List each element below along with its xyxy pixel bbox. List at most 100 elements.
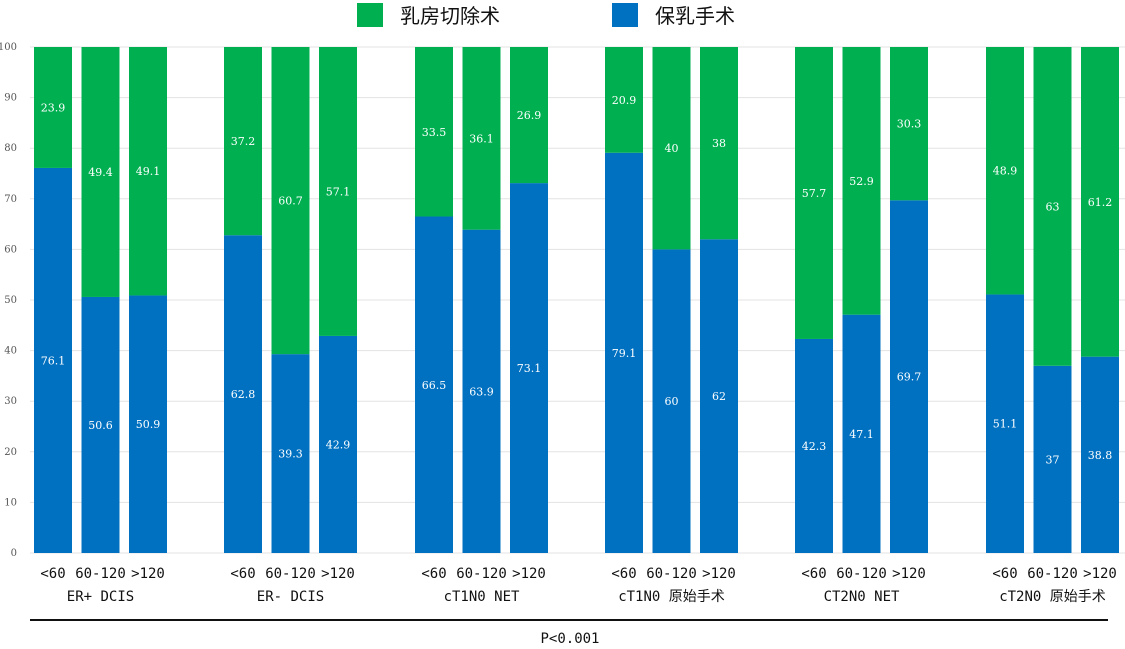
bar-value-label-bcs: 47.1 (849, 428, 874, 441)
y-tick-label: 50 (4, 295, 17, 306)
x-category-label: 60-120 (456, 566, 507, 582)
bar-segment-bcs (795, 338, 833, 553)
x-category-label: >120 (892, 566, 926, 582)
legend-swatch-mastectomy (357, 3, 383, 27)
bar-value-label-bcs: 76.1 (41, 354, 66, 367)
bar-segment-bcs (81, 296, 120, 553)
bar-value-label-mastectomy: 33.5 (422, 126, 447, 139)
bar-segment-mastectomy (1081, 47, 1119, 357)
bar-segment-bcs (1033, 365, 1072, 553)
bar-segment-mastectomy (415, 47, 453, 217)
bar-segment-bcs (271, 354, 310, 553)
legend-swatch-bcs (612, 3, 638, 27)
x-category-label: >120 (512, 566, 546, 582)
bar-segment-mastectomy (224, 47, 262, 236)
legend: 乳房切除术 保乳手术 (357, 3, 735, 28)
bar-value-label-mastectomy: 20.9 (612, 94, 637, 107)
bar-value-label-mastectomy: 30.3 (897, 118, 922, 131)
bar-value-label-bcs: 39.3 (278, 448, 303, 461)
bar-value-label-mastectomy: 57.7 (802, 187, 827, 200)
x-group-label: cT1N0 NET (444, 589, 520, 605)
bar-value-label-bcs: 50.6 (88, 419, 113, 432)
y-tick-label: 40 (4, 346, 17, 357)
bar-segment-mastectomy (605, 47, 643, 153)
x-category-label: 60-120 (265, 566, 316, 582)
bar-value-label-mastectomy: 40 (665, 142, 679, 155)
bar-value-label-mastectomy: 63 (1046, 200, 1060, 213)
bars (34, 47, 1119, 553)
x-category-label: 60-120 (75, 566, 126, 582)
bar-value-label-bcs: 69.7 (897, 371, 922, 384)
bar-value-label-mastectomy: 57.1 (326, 185, 351, 198)
bar-segment-bcs (415, 216, 453, 553)
legend-label-bcs: 保乳手术 (655, 4, 735, 28)
y-axis-ticks: 0 10 20 30 40 50 60 70 80 90 100 (0, 42, 17, 559)
y-tick-label: 80 (4, 143, 17, 154)
bar-value-label-bcs: 42.3 (802, 440, 827, 453)
bar-value-label-bcs: 37 (1046, 453, 1060, 466)
bar-value-label-mastectomy: 38 (712, 137, 726, 150)
bar-value-label-bcs: 42.9 (326, 438, 351, 451)
y-tick-label: 10 (4, 497, 17, 508)
x-category-label: >120 (131, 566, 165, 582)
bar-value-label-mastectomy: 23.9 (41, 101, 66, 114)
bar-value-label-bcs: 62.8 (231, 388, 256, 401)
bar-segment-bcs (986, 294, 1024, 553)
bar-segment-mastectomy (319, 47, 357, 336)
x-group-label: ER+ DCIS (67, 589, 134, 605)
y-tick-label: 90 (4, 93, 17, 104)
bar-segment-mastectomy (462, 47, 501, 230)
bar-segment-bcs (605, 152, 643, 553)
bar-value-label-bcs: 63.9 (469, 385, 494, 398)
bar-segment-bcs (129, 295, 167, 553)
bar-value-label-mastectomy: 61.2 (1088, 196, 1113, 209)
x-category-label: 60-120 (836, 566, 887, 582)
y-tick-label: 30 (4, 396, 17, 407)
x-category-label: >120 (1083, 566, 1117, 582)
y-tick-label: 60 (4, 244, 17, 255)
bar-value-label-bcs: 60 (665, 395, 679, 408)
p-value-note: P<0.001 (540, 631, 599, 647)
x-category-label: <60 (611, 566, 636, 582)
y-tick-label: 0 (11, 548, 17, 559)
bar-value-label-bcs: 73.1 (517, 362, 542, 375)
x-category-label: <60 (992, 566, 1017, 582)
bar-segment-bcs (890, 200, 928, 553)
x-category-label: <60 (230, 566, 255, 582)
bar-value-labels: 76.1 23.9 50.6 49.4 50.9 49.1 62.8 37.2 39.3 60.7… (41, 94, 1113, 467)
bar-segment-mastectomy (986, 47, 1024, 295)
bar-segment-mastectomy (81, 47, 120, 297)
legend-label-mastectomy: 乳房切除术 (400, 4, 500, 28)
bar-segment-mastectomy (129, 47, 167, 296)
y-tick-label: 70 (4, 194, 17, 205)
bar-segment-mastectomy (700, 47, 738, 240)
bar-value-label-mastectomy: 52.9 (849, 175, 874, 188)
bar-value-label-mastectomy: 49.1 (136, 165, 161, 178)
bar-value-label-mastectomy: 37.2 (231, 135, 256, 148)
bar-segment-bcs (652, 249, 691, 553)
x-category-label: <60 (421, 566, 446, 582)
x-category-label: 60-120 (1027, 566, 1078, 582)
x-category-label: 60-120 (646, 566, 697, 582)
bar-segment-mastectomy (1033, 47, 1072, 366)
bar-segment-bcs (224, 235, 262, 553)
bar-segment-mastectomy (34, 47, 72, 168)
bar-value-label-bcs: 62 (712, 390, 726, 403)
bar-segment-bcs (510, 183, 548, 553)
x-category-label: >120 (321, 566, 355, 582)
bar-segment-bcs (842, 314, 881, 553)
bar-value-label-bcs: 51.1 (993, 418, 1018, 431)
grid-lines (30, 46, 1125, 554)
bar-value-label-bcs: 38.8 (1088, 449, 1113, 462)
bar-segment-bcs (1081, 356, 1119, 553)
bar-segment-bcs (462, 229, 501, 553)
bar-segment-mastectomy (271, 47, 310, 355)
bar-value-label-mastectomy: 49.4 (88, 166, 113, 179)
x-category-label: <60 (40, 566, 65, 582)
bar-value-label-bcs: 66.5 (422, 379, 447, 392)
bar-segment-mastectomy (890, 47, 928, 201)
bar-value-label-mastectomy: 26.9 (517, 109, 542, 122)
bar-value-label-bcs: 50.9 (136, 418, 161, 431)
